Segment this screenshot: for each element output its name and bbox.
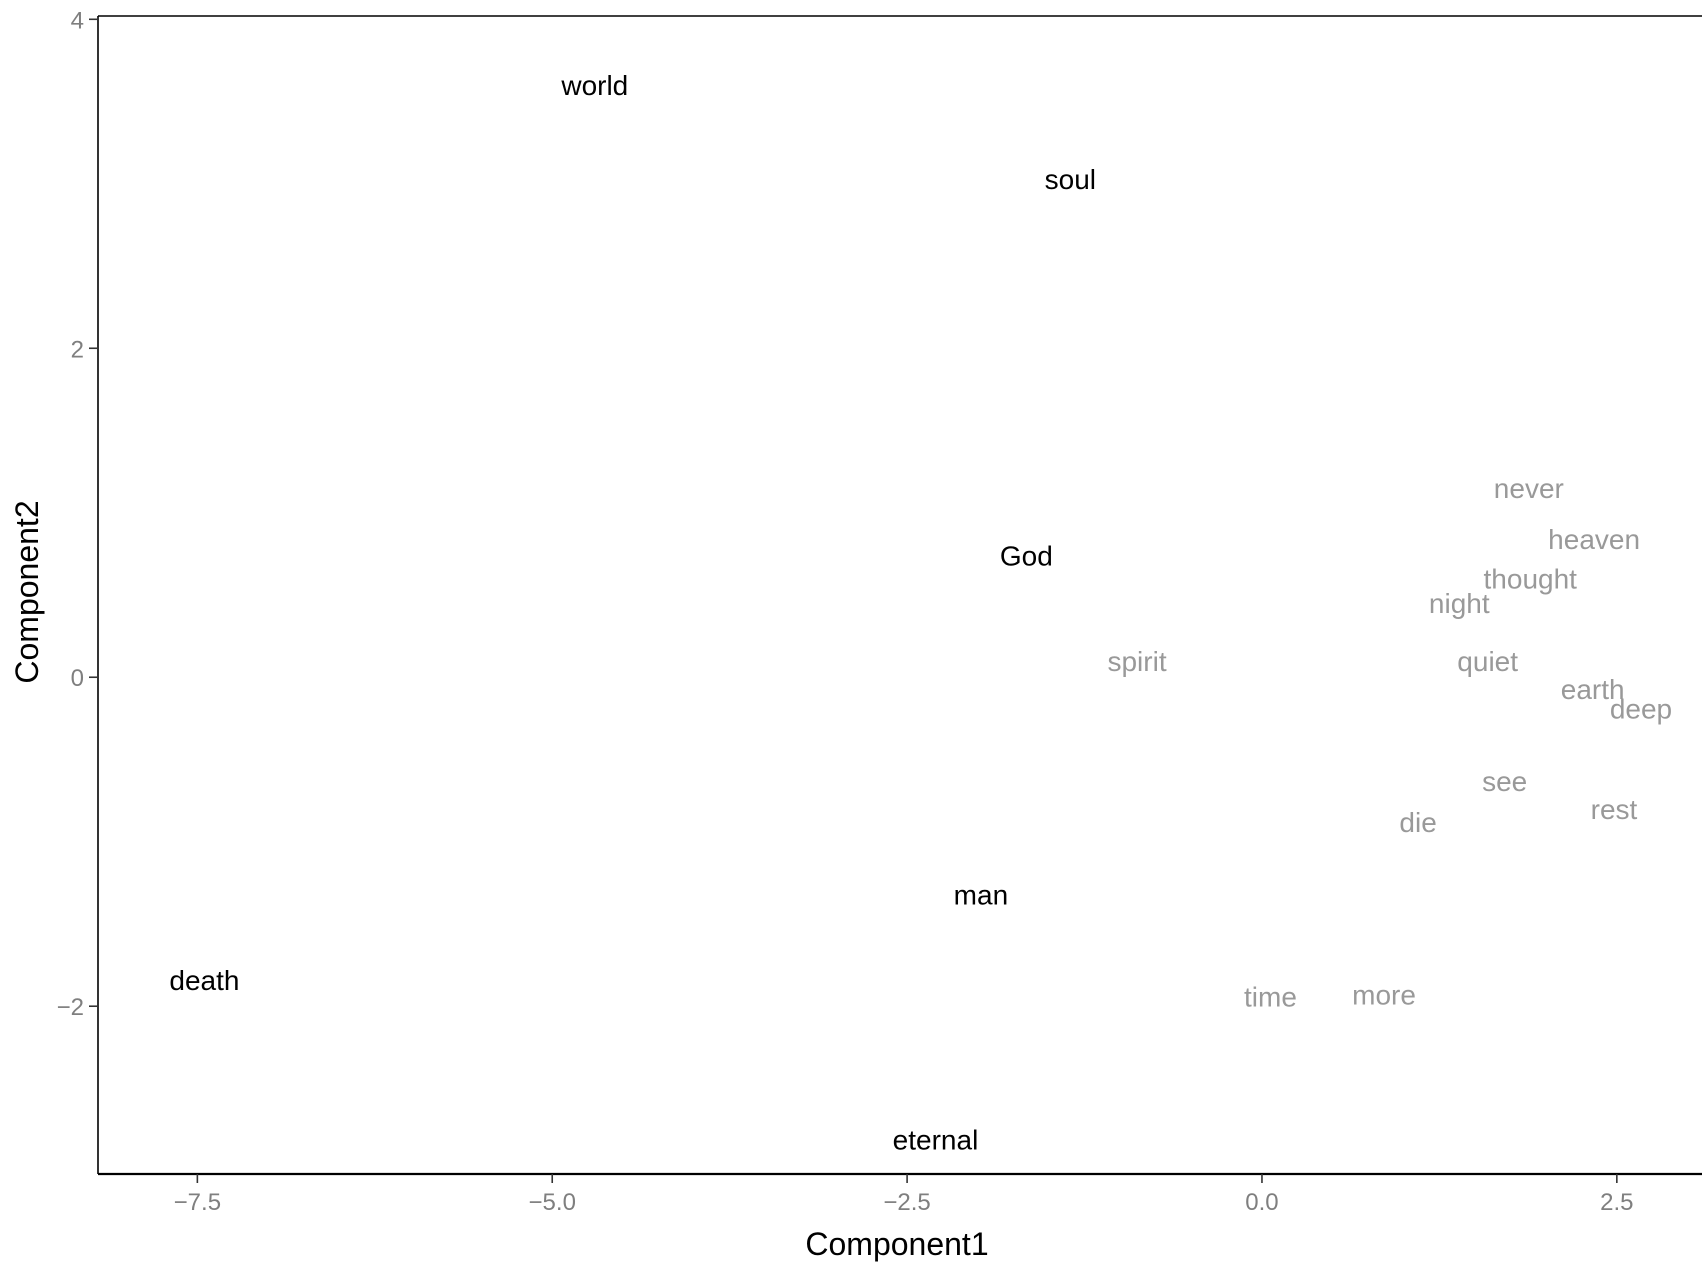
y-tick-label: 4 xyxy=(71,7,84,34)
point-label-world: world xyxy=(560,70,628,101)
x-tick-label: −5.0 xyxy=(529,1189,576,1216)
point-label-rest: rest xyxy=(1591,794,1638,825)
x-tick-label: −2.5 xyxy=(883,1189,930,1216)
point-label-more: more xyxy=(1352,980,1416,1011)
y-tick-label: 0 xyxy=(71,665,84,692)
point-label-deep: deep xyxy=(1610,693,1672,724)
point-label-death: death xyxy=(169,965,239,996)
point-label-see: see xyxy=(1482,766,1527,797)
point-label-spirit: spirit xyxy=(1107,646,1166,677)
point-label-earth: earth xyxy=(1561,674,1625,705)
x-axis-title: Component1 xyxy=(805,1226,988,1262)
y-axis: −2 0 2 4 xyxy=(57,7,99,1174)
x-axis: −7.5 −5.0 −2.5 0.0 2.5 xyxy=(98,1172,1702,1216)
x-tick-label: 0.0 xyxy=(1245,1189,1278,1216)
x-tick-label: 2.5 xyxy=(1600,1189,1633,1216)
point-label-soul: soul xyxy=(1045,164,1096,195)
point-label-heaven: heaven xyxy=(1548,524,1640,555)
point-label-man: man xyxy=(954,879,1008,910)
y-tick-label: −2 xyxy=(57,994,84,1021)
point-label-thought: thought xyxy=(1484,564,1578,595)
point-label-night: night xyxy=(1429,588,1490,619)
point-label-time: time xyxy=(1244,981,1297,1012)
point-label-die: die xyxy=(1399,807,1436,838)
x-tick-label: −7.5 xyxy=(174,1189,221,1216)
point-label-god: God xyxy=(1000,541,1053,572)
y-tick-label: 2 xyxy=(71,336,84,363)
plot-area: world soul God man death eternal spirit never he… xyxy=(98,15,1702,1155)
point-label-quiet: quiet xyxy=(1457,646,1518,677)
point-label-eternal: eternal xyxy=(893,1124,979,1155)
point-label-never: never xyxy=(1494,473,1564,504)
y-axis-title: Component2 xyxy=(9,500,45,683)
